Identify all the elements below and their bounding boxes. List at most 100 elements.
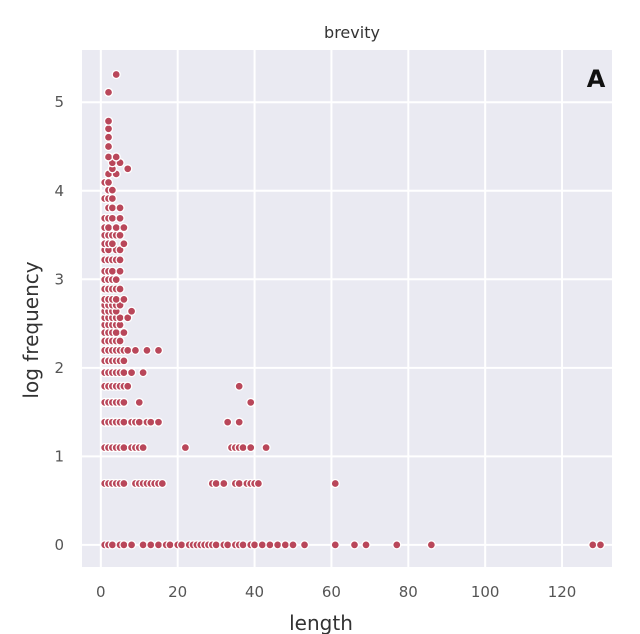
data-point (349, 540, 360, 550)
data-point (119, 478, 129, 489)
y-tick-label: 0 (54, 536, 64, 554)
data-point (119, 540, 129, 550)
data-point (595, 540, 606, 550)
data-point (361, 540, 371, 550)
data-point (123, 381, 133, 391)
data-point (126, 540, 137, 550)
data-point (103, 116, 114, 126)
data-point (392, 540, 402, 550)
data-point (211, 478, 221, 489)
data-point (138, 540, 148, 550)
data-point (153, 345, 164, 356)
data-point (272, 540, 283, 550)
x-tick-label: 80 (399, 583, 418, 601)
data-point (111, 69, 121, 80)
data-point (107, 193, 118, 204)
data-point (111, 294, 121, 305)
data-point (103, 177, 114, 188)
data-point (123, 345, 133, 356)
data-point (157, 478, 167, 489)
data-point (265, 540, 275, 550)
data-point (103, 124, 114, 134)
data-point (107, 185, 118, 195)
data-point (234, 417, 244, 427)
data-point (115, 230, 125, 240)
data-point (107, 266, 118, 276)
data-point (176, 540, 187, 550)
data-point (330, 478, 340, 489)
data-point (111, 274, 121, 285)
data-point (134, 397, 144, 408)
plot-background (82, 50, 612, 567)
x-tick-label: 40 (245, 583, 264, 601)
data-point (119, 327, 129, 338)
data-point (103, 141, 114, 152)
data-point (299, 540, 310, 550)
data-point (253, 478, 264, 489)
data-point (126, 367, 137, 378)
data-point (115, 203, 125, 213)
y-axis-label: log frequency (19, 261, 43, 398)
x-tick-label: 60 (322, 583, 341, 601)
x-tick-label: 120 (548, 583, 577, 601)
data-point (146, 417, 156, 427)
data-point (238, 442, 248, 453)
data-point (115, 255, 125, 265)
data-point (330, 540, 340, 550)
data-point (211, 540, 221, 550)
data-point (103, 152, 114, 162)
data-point (142, 345, 152, 356)
gridlines (82, 50, 612, 567)
data-point (119, 222, 129, 233)
data-point (111, 222, 121, 233)
data-point (238, 540, 248, 550)
data-point (119, 417, 129, 427)
data-point (219, 478, 229, 489)
data-point (107, 239, 118, 249)
data-point (115, 284, 125, 294)
data-point (119, 442, 129, 453)
data-point (223, 540, 233, 550)
data-point (115, 266, 125, 276)
data-point (130, 345, 141, 356)
panel-label: A (587, 65, 606, 93)
data-point (261, 442, 271, 453)
data-point (115, 336, 125, 346)
data-point (115, 213, 125, 223)
data-point (588, 540, 598, 550)
data-point (138, 442, 148, 453)
data-point (426, 540, 437, 550)
data-point (103, 222, 114, 233)
data-point (103, 87, 114, 97)
x-tick-label: 0 (96, 583, 106, 601)
data-point (288, 540, 298, 550)
data-point (134, 417, 144, 427)
data-point (119, 397, 129, 408)
chart-title: brevity (324, 23, 380, 42)
data-point (246, 442, 256, 453)
data-point (111, 327, 121, 338)
data-point (119, 239, 129, 249)
x-tick-label: 100 (471, 583, 500, 601)
data-point (107, 213, 118, 223)
data-point (280, 540, 290, 550)
data-point (153, 417, 164, 427)
y-tick-label: 2 (54, 359, 64, 377)
data-point (126, 306, 137, 316)
data-point (119, 367, 129, 378)
y-tick-labels: 0 1 2 3 4 5 (54, 93, 64, 554)
data-point (123, 164, 133, 174)
data-points (100, 69, 606, 550)
y-tick-label: 4 (54, 182, 64, 200)
data-point (180, 442, 191, 453)
data-point (234, 381, 244, 391)
x-tick-labels: 0 20 40 60 80 100 120 (96, 583, 576, 601)
data-point (257, 540, 267, 550)
data-point (165, 540, 175, 550)
data-point (234, 478, 244, 489)
x-axis-label: length (289, 611, 353, 634)
data-point (223, 417, 233, 427)
data-point (111, 152, 121, 162)
y-tick-label: 5 (54, 93, 64, 111)
